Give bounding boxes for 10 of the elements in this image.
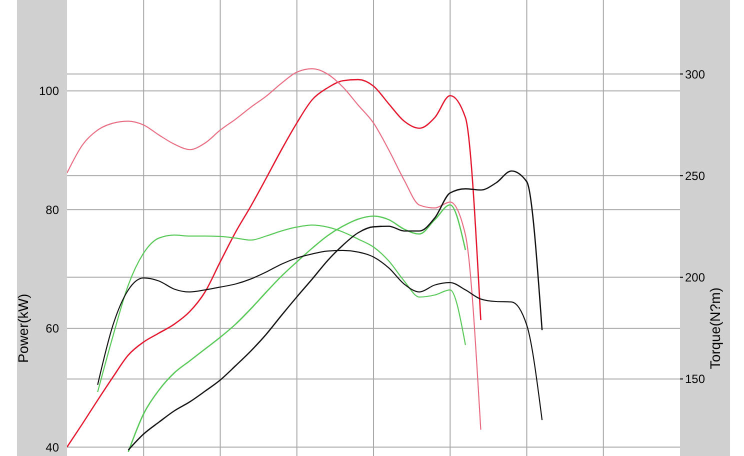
y2-tick-label: 300 (685, 67, 706, 82)
y2-tick-label: 200 (685, 270, 706, 285)
y-tick-label: 100 (38, 84, 60, 98)
y2-axis-title: Torque(N?m) (707, 287, 723, 370)
y-axis-title: Power(kW) (15, 294, 31, 363)
y2-tick-label: 250 (685, 168, 706, 183)
y2-tick-label: 150 (685, 372, 706, 386)
y-tick-label: 60 (46, 322, 60, 336)
y-tick-label: 40 (46, 440, 60, 454)
y-tick-label: 80 (46, 202, 60, 217)
